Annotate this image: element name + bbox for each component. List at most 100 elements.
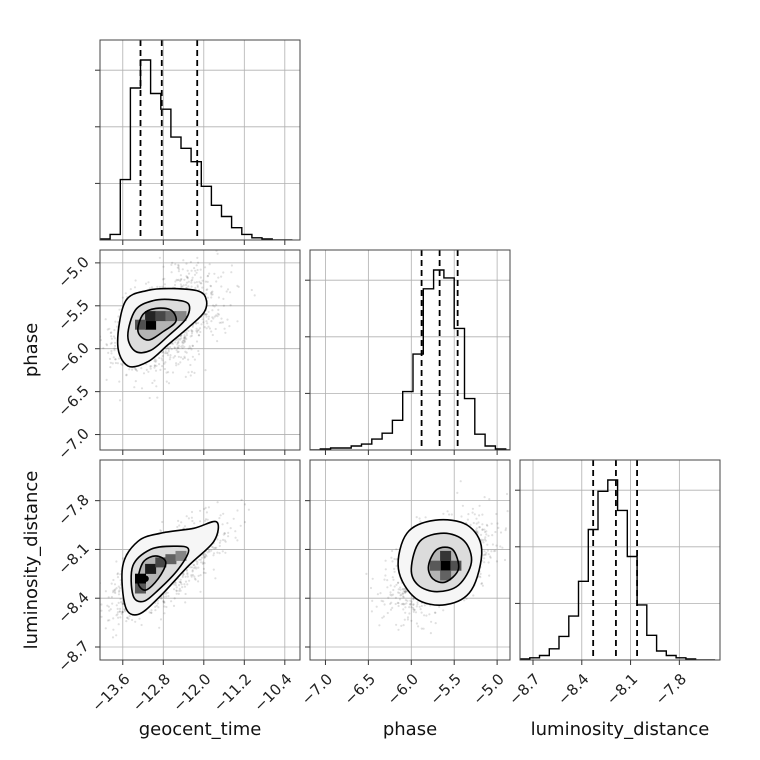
- scatter-point: [178, 580, 181, 584]
- scatter-point: [479, 576, 482, 579]
- scatter-point: [163, 605, 166, 608]
- scatter-point: [206, 322, 209, 325]
- scatter-point: [190, 329, 193, 332]
- scatter-point: [129, 288, 132, 291]
- scatter-point: [147, 281, 150, 284]
- scatter-point: [181, 586, 184, 589]
- scatter-point: [177, 592, 180, 596]
- scatter-point: [176, 525, 179, 529]
- scatter-point: [187, 358, 190, 361]
- density-cell: [429, 560, 441, 571]
- scatter-point: [148, 287, 151, 290]
- scatter-point: [210, 293, 213, 296]
- scatter-point: [204, 519, 207, 523]
- scatter-point: [107, 351, 110, 354]
- density-cell: [135, 319, 146, 330]
- scatter-point: [200, 556, 204, 559]
- scatter-point: [434, 622, 437, 625]
- scatter-point: [183, 336, 186, 339]
- scatter-point: [379, 592, 382, 595]
- scatter-point: [164, 350, 167, 353]
- scatter-point: [182, 527, 185, 530]
- scatter-point: [201, 318, 204, 321]
- scatter-point: [483, 538, 486, 541]
- scatter-point: [184, 336, 187, 339]
- scatter-point: [204, 571, 207, 575]
- scatter-point: [194, 578, 197, 581]
- scatter-point: [209, 284, 212, 287]
- scatter-point: [389, 584, 392, 587]
- scatter-point: [487, 534, 490, 537]
- scatter-point: [196, 284, 199, 287]
- scatter-point: [224, 540, 227, 543]
- scatter-point: [191, 519, 194, 523]
- scatter-point: [106, 619, 110, 622]
- scatter-point: [186, 573, 189, 576]
- scatter-point: [154, 369, 158, 372]
- scatter-point: [403, 603, 406, 606]
- scatter-point: [191, 344, 194, 348]
- scatter-point: [183, 337, 186, 340]
- scatter-point: [153, 379, 156, 382]
- scatter-point: [402, 592, 405, 595]
- scatter-point: [402, 588, 405, 591]
- scatter-point: [116, 325, 119, 328]
- scatter-point: [442, 609, 445, 612]
- scatter-point: [371, 599, 374, 603]
- scatter-point: [221, 523, 224, 526]
- scatter-point: [197, 334, 200, 337]
- scatter-point: [155, 359, 158, 362]
- scatter-point: [191, 325, 194, 328]
- scatter-point: [125, 373, 128, 376]
- scatter-point: [425, 614, 428, 617]
- scatter-point: [176, 266, 179, 269]
- scatter-point: [410, 619, 413, 622]
- scatter-point: [179, 578, 182, 581]
- scatter-point: [190, 285, 193, 288]
- scatter-point: [165, 605, 168, 609]
- scatter-point: [207, 315, 210, 318]
- scatter-point: [195, 281, 198, 284]
- scatter-point: [225, 290, 228, 293]
- scatter-point: [164, 361, 167, 364]
- scatter-point: [479, 533, 483, 537]
- scatter-point: [169, 354, 172, 357]
- scatter-point: [386, 586, 389, 589]
- scatter-point: [185, 569, 188, 572]
- scatter-point: [176, 343, 179, 346]
- scatter-point: [397, 604, 400, 608]
- scatter-point: [150, 609, 153, 612]
- scatter-point: [397, 581, 400, 584]
- scatter-point: [187, 280, 190, 283]
- scatter-point: [224, 551, 227, 554]
- scatter-point: [195, 327, 198, 330]
- scatter-point: [223, 532, 226, 535]
- scatter-point: [112, 335, 116, 338]
- scatter-point: [133, 386, 136, 389]
- scatter-point: [174, 584, 177, 587]
- scatter-point: [479, 572, 482, 576]
- scatter-point: [182, 284, 185, 287]
- scatter-point: [131, 618, 134, 622]
- scatter-point: [177, 339, 180, 342]
- scatter-point: [113, 347, 116, 350]
- scatter-point: [208, 550, 211, 553]
- scatter-point: [200, 282, 203, 285]
- scatter-point: [176, 351, 179, 354]
- scatter-point: [177, 344, 180, 347]
- scatter-point: [184, 375, 187, 378]
- scatter-point: [182, 339, 185, 342]
- scatter-point: [219, 514, 222, 517]
- scatter-point: [158, 363, 161, 366]
- scatter-point: [216, 501, 219, 504]
- scatter-point: [480, 582, 483, 586]
- scatter-point: [179, 356, 183, 359]
- scatter-point: [181, 285, 184, 288]
- scatter-point: [484, 539, 487, 542]
- scatter-point: [481, 584, 484, 587]
- scatter-point: [420, 611, 423, 614]
- scatter-point: [214, 327, 217, 331]
- scatter-point: [117, 623, 120, 626]
- scatter-point: [173, 283, 177, 287]
- scatter-point: [410, 606, 413, 609]
